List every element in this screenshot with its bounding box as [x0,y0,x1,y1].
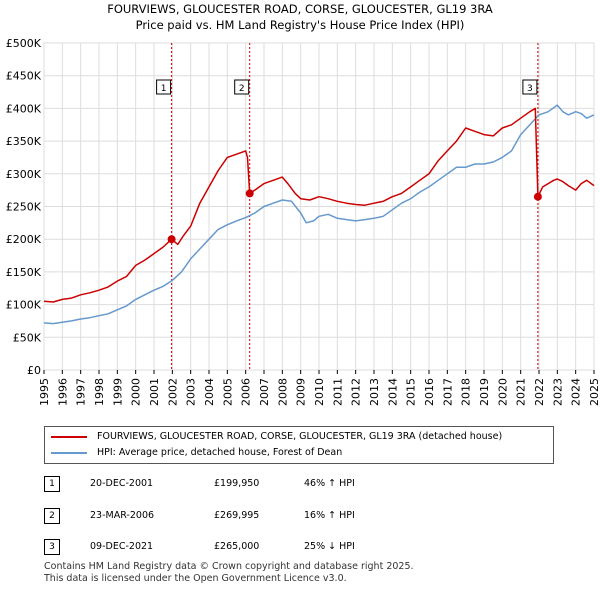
x-tick-label: 2024 [570,378,583,406]
x-tick-label: 1995 [38,378,51,406]
y-tick-label: £50K [13,331,42,344]
x-tick-label: 2009 [295,378,308,406]
x-axis-ticks: 1995 1996 1997 1998 1999 2000 2001 2002 2003 2004… [38,370,600,406]
chart-title-line2: Price paid vs. HM Land Registry's House … [135,18,465,32]
price-chart: 1 2 3 £0 £50K £100K £150K £200K £250K £300K £350K… [6,37,600,406]
x-tick-label: 2022 [533,378,546,406]
y-tick-label: £100K [6,299,42,312]
y-tick-label: £150K [6,266,42,279]
x-tick-label: 2015 [405,378,418,406]
x-tick-label: 2012 [350,378,363,406]
transaction-price: £269,995 [214,510,260,521]
transaction-price: £265,000 [214,541,260,552]
x-tick-label: 1998 [93,378,106,406]
footer-licence: This data is licensed under the Open Gov… [44,573,347,584]
x-tick-label: 2017 [441,378,454,406]
transaction-marker-label: 3 [527,84,533,94]
x-tick-label: 2023 [551,378,564,406]
transaction-marker-label: 2 [239,84,245,94]
x-tick-label: 2011 [331,378,344,406]
x-tick-label: 2006 [240,378,253,406]
y-tick-label: £450K [6,70,42,83]
legend-label-property: FOURVIEWS, GLOUCESTER ROAD, CORSE, GLOUC… [97,431,503,442]
x-tick-label: 2001 [148,378,161,406]
x-tick-label: 2004 [203,378,216,406]
legend-item-property: FOURVIEWS, GLOUCESTER ROAD, CORSE, GLOUC… [51,431,502,442]
chart-legend: FOURVIEWS, GLOUCESTER ROAD, CORSE, GLOUC… [44,426,554,464]
transaction-hpi-diff: 16% ↑ HPI [304,510,355,521]
x-tick-label: 1997 [75,378,88,406]
transaction-number-badge: 2 [44,508,60,524]
chart-grid [43,42,595,371]
y-tick-label: £0 [27,364,41,377]
transaction-date: 20-DEC-2001 [90,478,154,489]
x-tick-label: 2007 [258,378,271,406]
x-tick-label: 2005 [221,378,234,406]
y-tick-label: £350K [6,135,42,148]
transaction-number-badge: 1 [44,476,60,492]
property-price-line [43,107,595,303]
transaction-number-badge: 3 [44,539,60,555]
transaction-marker-box [156,79,172,95]
chart-series [43,104,595,325]
x-tick-label: 2010 [313,378,326,406]
transaction-dot [533,192,542,201]
x-tick-label: 2018 [460,378,473,406]
y-tick-label: £200K [6,233,42,246]
transaction-dot [245,189,254,198]
transaction-hpi-diff: 25% ↓ HPI [304,541,355,552]
x-tick-label: 1999 [111,378,124,406]
x-tick-label: 2020 [496,378,509,406]
transaction-date: 23-MAR-2006 [90,510,155,521]
transaction-dots [167,189,542,244]
transaction-vlines [171,43,539,370]
transaction-price: £199,950 [214,478,260,489]
legend-label-hpi: HPI: Average price, detached house, Fore… [97,447,343,458]
transaction-marker-label: 1 [161,84,167,94]
y-axis-ticks: £0 £50K £100K £150K £200K £250K £300K £350K £400… [6,37,42,377]
footer-copyright: Contains HM Land Registry data © Crown c… [44,561,414,572]
y-tick-label: £500K [6,37,42,50]
x-tick-label: 2013 [368,378,381,406]
transaction-date: 09-DEC-2021 [90,541,154,552]
x-tick-label: 2008 [276,378,289,406]
legend-swatch-hpi [51,451,87,454]
x-tick-label: 2019 [478,378,491,406]
x-tick-label: 2003 [185,378,198,406]
y-tick-label: £250K [6,201,42,214]
x-tick-label: 2002 [166,378,179,406]
x-tick-label: 2016 [423,378,436,406]
transaction-marker-box [522,79,538,95]
x-tick-label: 1996 [56,378,69,406]
transaction-hpi-diff: 46% ↑ HPI [304,478,355,489]
x-tick-label: 2014 [386,378,399,406]
legend-swatch-property [51,435,87,438]
x-tick-label: 2000 [130,378,143,406]
x-tick-label: 2021 [515,378,528,406]
hpi-line [43,104,595,325]
legend-item-hpi: HPI: Average price, detached house, Fore… [51,447,342,458]
y-tick-label: £300K [6,168,42,181]
y-tick-label: £400K [6,102,42,115]
transaction-dot [167,235,176,244]
transaction-marker-box [234,79,250,95]
chart-title-line1: FOURVIEWS, GLOUCESTER ROAD, CORSE, GLOUC… [107,2,493,16]
x-tick-label: 2025 [588,378,600,406]
transaction-markers: 1 2 3 [156,79,538,95]
